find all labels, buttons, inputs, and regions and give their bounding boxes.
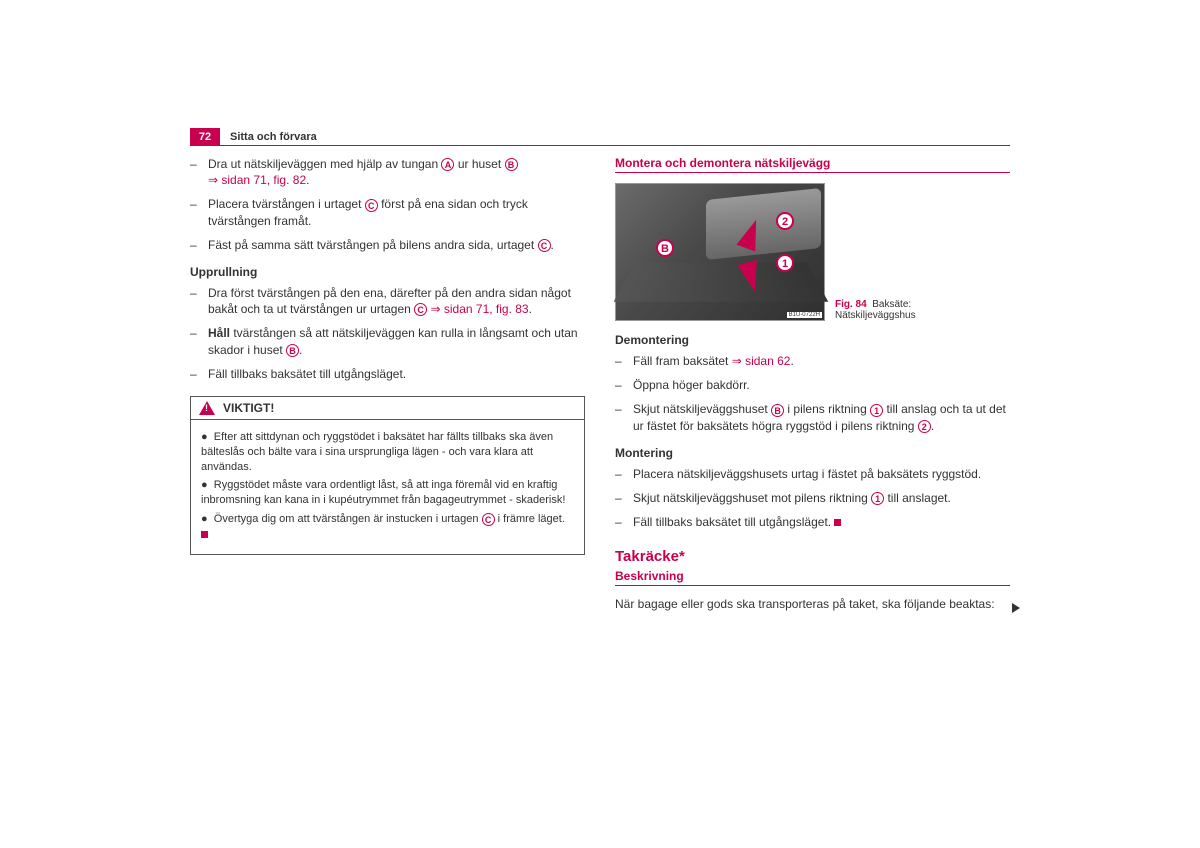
chapter-title: Sitta och förvara xyxy=(220,128,1010,146)
item-text: Skjut nätskiljeväggshuset mot pilens rik… xyxy=(633,490,1010,506)
dash-icon: – xyxy=(615,353,633,369)
label-c: C xyxy=(365,199,378,212)
dash-icon: – xyxy=(615,377,633,393)
warning-p2: ● Ryggstödet måste vara ordentligt låst,… xyxy=(201,478,574,508)
continue-arrow-icon xyxy=(1012,603,1020,613)
figure-84: B 1 2 B1U-0722H xyxy=(615,183,825,321)
dash-icon: – xyxy=(190,325,208,357)
image-tag: B1U-0722H xyxy=(787,312,822,318)
item-text: Dra först tvärstången på den ena, däreft… xyxy=(208,285,585,317)
list-item: – Dra först tvärstången på den ena, däre… xyxy=(190,285,585,317)
label-c: C xyxy=(414,303,427,316)
subheading-upprullning: Upprullning xyxy=(190,265,585,279)
label-2: 2 xyxy=(918,420,931,433)
label-c: C xyxy=(482,513,495,526)
label-1: 1 xyxy=(871,492,884,505)
warning-body: ● Efter att sittdynan och ryggstödet i b… xyxy=(191,420,584,554)
item-text: Fäll tillbaks baksätet till utgångsläget… xyxy=(633,514,1010,530)
list-item: – Fäll tillbaks baksätet till utgångsläg… xyxy=(190,366,585,382)
figure-caption: Fig. 84 Baksäte: Nätskiljeväggshus xyxy=(835,299,945,321)
page-content: 72 Sitta och förvara – Dra ut nätskiljev… xyxy=(190,128,1010,613)
warning-icon xyxy=(199,401,215,415)
dash-icon: – xyxy=(615,514,633,530)
list-item: – Dra ut nätskiljeväggen med hjälp av tu… xyxy=(190,156,585,188)
dash-icon: – xyxy=(190,237,208,253)
dash-icon: – xyxy=(190,196,208,228)
list-item: – Placera nätskiljeväggshusets urtag i f… xyxy=(615,466,1010,482)
label-a: A xyxy=(441,158,454,171)
label-b: B xyxy=(771,404,784,417)
item-text: Placera nätskiljeväggshusets urtag i fäs… xyxy=(633,466,1010,482)
list-item: – Fäll fram baksätet ⇒ sidan 62. xyxy=(615,353,1010,369)
end-mark-icon xyxy=(834,519,841,526)
section-title-beskrivning: Beskrivning xyxy=(615,569,1010,586)
dash-icon: – xyxy=(615,490,633,506)
list-item: – Placera tvärstången i urtaget C först … xyxy=(190,196,585,228)
body-text: När bagage eller gods ska transporteras … xyxy=(615,596,1010,612)
item-text: Skjut nätskiljeväggshuset B i pilens rik… xyxy=(633,401,1010,433)
warning-p1: ● Efter att sittdynan och ryggstödet i b… xyxy=(201,430,574,475)
dash-icon: – xyxy=(615,466,633,482)
item-text: Fäll tillbaks baksätet till utgångsläget… xyxy=(208,366,585,382)
dash-icon: – xyxy=(190,366,208,382)
warning-header: VIKTIGT! xyxy=(191,397,584,420)
warning-title: VIKTIGT! xyxy=(223,401,274,415)
item-text: Öppna höger bakdörr. xyxy=(633,377,1010,393)
subheading-montering: Montering xyxy=(615,446,1010,460)
label-b: B xyxy=(286,344,299,357)
right-column: Montera och demontera nätskiljevägg B 1 … xyxy=(615,156,1010,613)
dash-icon: – xyxy=(190,156,208,188)
label-1: 1 xyxy=(870,404,883,417)
figure-block: B 1 2 B1U-0722H Fig. 84 Baksäte: Nätskil… xyxy=(615,183,1010,321)
section-title-montera: Montera och demontera nätskiljevägg xyxy=(615,156,1010,173)
end-mark-icon xyxy=(201,531,208,538)
label-c: C xyxy=(538,239,551,252)
list-item: – Skjut nätskiljeväggshuset mot pilens r… xyxy=(615,490,1010,506)
cross-ref: ⇒ sidan 71, fig. 83 xyxy=(430,302,528,316)
page-number: 72 xyxy=(190,128,220,146)
columns: – Dra ut nätskiljeväggen med hjälp av tu… xyxy=(190,156,1010,613)
fig-label-2: 2 xyxy=(776,212,794,230)
warning-box: VIKTIGT! ● Efter att sittdynan och ryggs… xyxy=(190,396,585,555)
dash-icon: – xyxy=(190,285,208,317)
item-text: Håll tvärstången så att nätskiljeväggen … xyxy=(208,325,585,357)
list-item: – Öppna höger bakdörr. xyxy=(615,377,1010,393)
heading-takracke: Takräcke* xyxy=(615,548,1010,565)
floor-shape xyxy=(614,263,829,302)
header-bar: 72 Sitta och förvara xyxy=(190,128,1010,146)
label-b: B xyxy=(505,158,518,171)
item-text: Fäll fram baksätet ⇒ sidan 62. xyxy=(633,353,1010,369)
warning-p3: ● Övertyga dig om att tvärstången är ins… xyxy=(201,512,574,542)
fig-label-1: 1 xyxy=(776,254,794,272)
list-item: – Håll tvärstången så att nätskiljevägge… xyxy=(190,325,585,357)
list-item: – Fäst på samma sätt tvärstången på bile… xyxy=(190,237,585,253)
item-text: Placera tvärstången i urtaget C först på… xyxy=(208,196,585,228)
item-text: Dra ut nätskiljeväggen med hjälp av tung… xyxy=(208,156,585,188)
subheading-demontering: Demontering xyxy=(615,333,1010,347)
item-text: Fäst på samma sätt tvärstången på bilens… xyxy=(208,237,585,253)
cross-ref: ⇒ sidan 71, fig. 82 xyxy=(208,173,306,187)
list-item: – Skjut nätskiljeväggshuset B i pilens r… xyxy=(615,401,1010,433)
fig-label-b: B xyxy=(656,239,674,257)
cross-ref: ⇒ sidan 62 xyxy=(732,354,791,368)
dash-icon: – xyxy=(615,401,633,433)
list-item: – Fäll tillbaks baksätet till utgångsläg… xyxy=(615,514,1010,530)
left-column: – Dra ut nätskiljeväggen med hjälp av tu… xyxy=(190,156,585,613)
